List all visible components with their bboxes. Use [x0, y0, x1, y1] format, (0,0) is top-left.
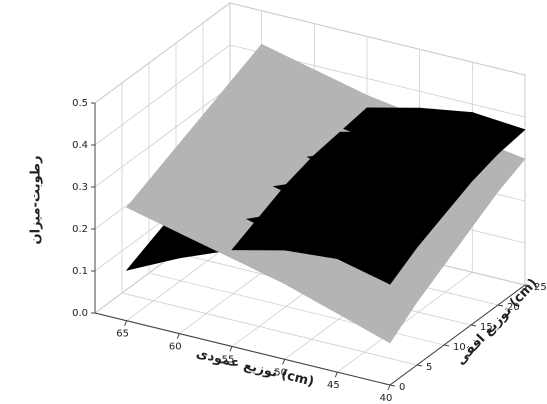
z-tick-label: 0.0 [72, 308, 88, 319]
surface-patch [336, 225, 418, 285]
x-tick-label: 45 [327, 380, 340, 391]
wall-grid-z [229, 2, 526, 76]
z-tick-label: 0.5 [72, 98, 88, 109]
y-tick [389, 384, 396, 387]
x-tick [124, 320, 128, 326]
z-tick-label: 0.4 [72, 140, 88, 151]
z-tick-label: 0.3 [72, 182, 88, 193]
surface-patch [336, 276, 418, 344]
x-tick [229, 346, 233, 352]
x-tick [176, 333, 180, 339]
x-tick [282, 359, 286, 365]
wall-grid-z [94, 44, 231, 146]
y-tick [443, 344, 450, 347]
y-axis [389, 284, 526, 386]
y-tick-label: 25 [534, 282, 547, 293]
floor-grid-y [121, 292, 418, 366]
x-tick-label: 65 [116, 329, 129, 340]
x-tick [387, 384, 391, 391]
x-tick-label: 55 [222, 354, 235, 365]
x-tick-label: 50 [274, 367, 287, 378]
x-tick-label: 40 [380, 393, 393, 404]
wall-grid-z [94, 86, 231, 188]
y-tick [470, 324, 477, 327]
x-tick [334, 371, 338, 378]
floor-grid-x [337, 271, 473, 373]
y-tick-label: 5 [426, 362, 432, 373]
y-tick [524, 284, 531, 287]
y-tick [416, 364, 423, 367]
y-tick-label: 0 [399, 382, 405, 393]
z-tick-label: 0.1 [72, 266, 88, 277]
y-tick-label: 20 [507, 302, 520, 313]
wall-grid-z [94, 2, 231, 104]
z-tick-label: 0.2 [72, 224, 88, 235]
y-tick-label: 10 [453, 342, 466, 353]
y-tick-label: 15 [480, 322, 493, 333]
y-tick [497, 304, 504, 307]
x-tick-label: 60 [169, 342, 182, 353]
z-axis-label: رطوبت-میزان [29, 156, 44, 245]
x-axis [94, 312, 391, 386]
